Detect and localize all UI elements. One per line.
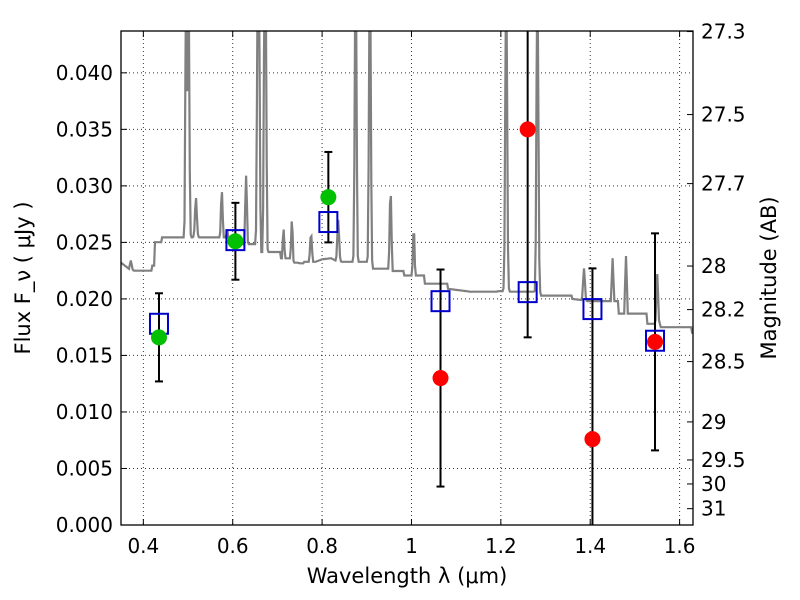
right-tick-label: 29.5 (701, 448, 746, 472)
x-tick-label: 0.6 (217, 534, 249, 558)
y-tick-label: 0.035 (56, 117, 113, 141)
grid-lines (121, 31, 693, 526)
x-tick-label: 1.4 (574, 534, 606, 558)
x-tick-label: 0.4 (127, 534, 159, 558)
model-flux-box (318, 211, 339, 234)
y-tick-label: 0.010 (56, 400, 113, 424)
right-tick-label: 27.3 (701, 20, 746, 44)
observed-flux-point (519, 121, 536, 138)
observed-flux-points (150, 121, 664, 448)
y-axis-ticks: 0.000 0.005 0.010 0.015 0.020 0.025 0.030 0.035… (56, 61, 127, 537)
right-tick-label: 28 (701, 254, 726, 278)
y-tick-label: 0.025 (56, 230, 113, 254)
observed-flux-point (432, 370, 449, 387)
model-flux-box (430, 290, 451, 313)
observed-flux-point (647, 333, 664, 350)
right-tick-label: 27.7 (701, 172, 746, 196)
y-tick-label: 0.020 (56, 287, 113, 311)
right-tick-label: 28.5 (701, 350, 746, 374)
y-tick-label: 0.030 (56, 174, 113, 198)
model-flux-box (582, 298, 603, 321)
right-tick-label: 28.2 (701, 298, 746, 322)
y-tick-label: 0.005 (56, 456, 113, 480)
y-tick-label: 0.040 (56, 61, 113, 85)
right-tick-label: 27.5 (701, 103, 746, 127)
model-flux-box (645, 329, 666, 352)
model-flux-box (517, 281, 538, 304)
right-tick-label: 31 (701, 497, 726, 521)
x-tick-label: 1.2 (485, 534, 517, 558)
right-axis-title: Magnitude (AB) (757, 196, 781, 359)
plot-frame (120, 30, 694, 526)
model-flux-boxes (148, 211, 666, 352)
x-tick-label: 1 (405, 534, 418, 558)
y-tick-label: 0.015 (56, 343, 113, 367)
sed-model-curve (121, 31, 693, 334)
model-flux-box (225, 229, 246, 252)
y-axis-title: Flux F_ν ( μJy ) (11, 201, 36, 354)
right-tick-label: 30 (701, 472, 726, 496)
x-axis-title: Wavelength λ (μm) (307, 564, 508, 588)
observed-flux-point (150, 329, 167, 346)
observed-flux-point (584, 431, 601, 448)
observed-flux-point (320, 189, 337, 206)
y-tick-label: 0.000 (56, 513, 113, 537)
x-tick-label: 0.8 (306, 534, 338, 558)
observed-flux-point (227, 233, 244, 250)
x-axis-ticks: 0.4 0.6 0.8 1 1.2 1.4 1.6 (127, 31, 696, 558)
right-tick-label: 29 (701, 410, 726, 434)
x-tick-label: 1.6 (664, 534, 696, 558)
